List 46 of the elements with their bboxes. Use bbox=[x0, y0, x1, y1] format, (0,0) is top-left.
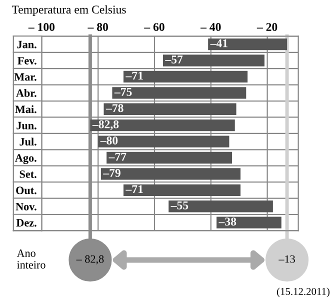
x-tick-label: – 80 bbox=[88, 23, 108, 31]
y-tick-label: Jul. bbox=[20, 138, 36, 146]
chart-title: Temperatura em Celsius bbox=[12, 5, 126, 16]
x-tick-label: – 40 bbox=[200, 23, 221, 31]
y-tick-label: Out. bbox=[16, 186, 36, 194]
annotation: –82,8 bbox=[92, 120, 119, 130]
bar bbox=[112, 87, 246, 99]
y-tick-label: Ago. bbox=[15, 154, 36, 164]
y-tick-label: Nov. bbox=[16, 202, 36, 210]
bar bbox=[104, 103, 236, 115]
bar bbox=[168, 200, 273, 212]
bar bbox=[216, 216, 282, 228]
text: Ano inteiro bbox=[16, 250, 46, 269]
annotation: –38 bbox=[218, 218, 236, 226]
annotation: –55 bbox=[170, 201, 188, 210]
y-tick-label: Fev. bbox=[18, 57, 36, 65]
annotation: –80 bbox=[100, 136, 118, 144]
y-tick-label: Abr. bbox=[16, 89, 36, 97]
x-tick-label: – 60 bbox=[144, 23, 164, 31]
y-tick-label: Mar. bbox=[14, 73, 36, 81]
annotation: –71 bbox=[126, 185, 143, 194]
annotation: –78 bbox=[106, 104, 124, 112]
y-tick-label: Mai. bbox=[15, 105, 36, 114]
bar bbox=[208, 38, 288, 50]
annotation: –75 bbox=[114, 88, 132, 96]
annotation: –57 bbox=[165, 56, 183, 64]
y-tick-label: Set. bbox=[20, 170, 36, 178]
annotation: –77 bbox=[108, 152, 126, 161]
y-tick-label: Dez. bbox=[16, 219, 36, 227]
bar bbox=[100, 168, 241, 180]
bar bbox=[98, 136, 230, 148]
x-tick-label: – 20 bbox=[256, 23, 278, 31]
annotation: –71 bbox=[126, 72, 143, 80]
ref-line-label: –13 bbox=[278, 255, 295, 263]
bar bbox=[106, 152, 232, 164]
x-tick-label: – 100 bbox=[28, 23, 55, 31]
annotation: –79 bbox=[103, 168, 120, 177]
ref-line-label: – 82,8 bbox=[76, 255, 104, 264]
annotation: –41 bbox=[210, 39, 228, 48]
text: (15.12.2011) bbox=[277, 288, 330, 298]
y-tick-label: Jun. bbox=[16, 122, 36, 130]
y-tick-label: Jan. bbox=[17, 40, 36, 48]
bar bbox=[162, 54, 264, 66]
bar bbox=[90, 120, 235, 132]
bar bbox=[123, 184, 241, 196]
bar bbox=[123, 70, 248, 83]
